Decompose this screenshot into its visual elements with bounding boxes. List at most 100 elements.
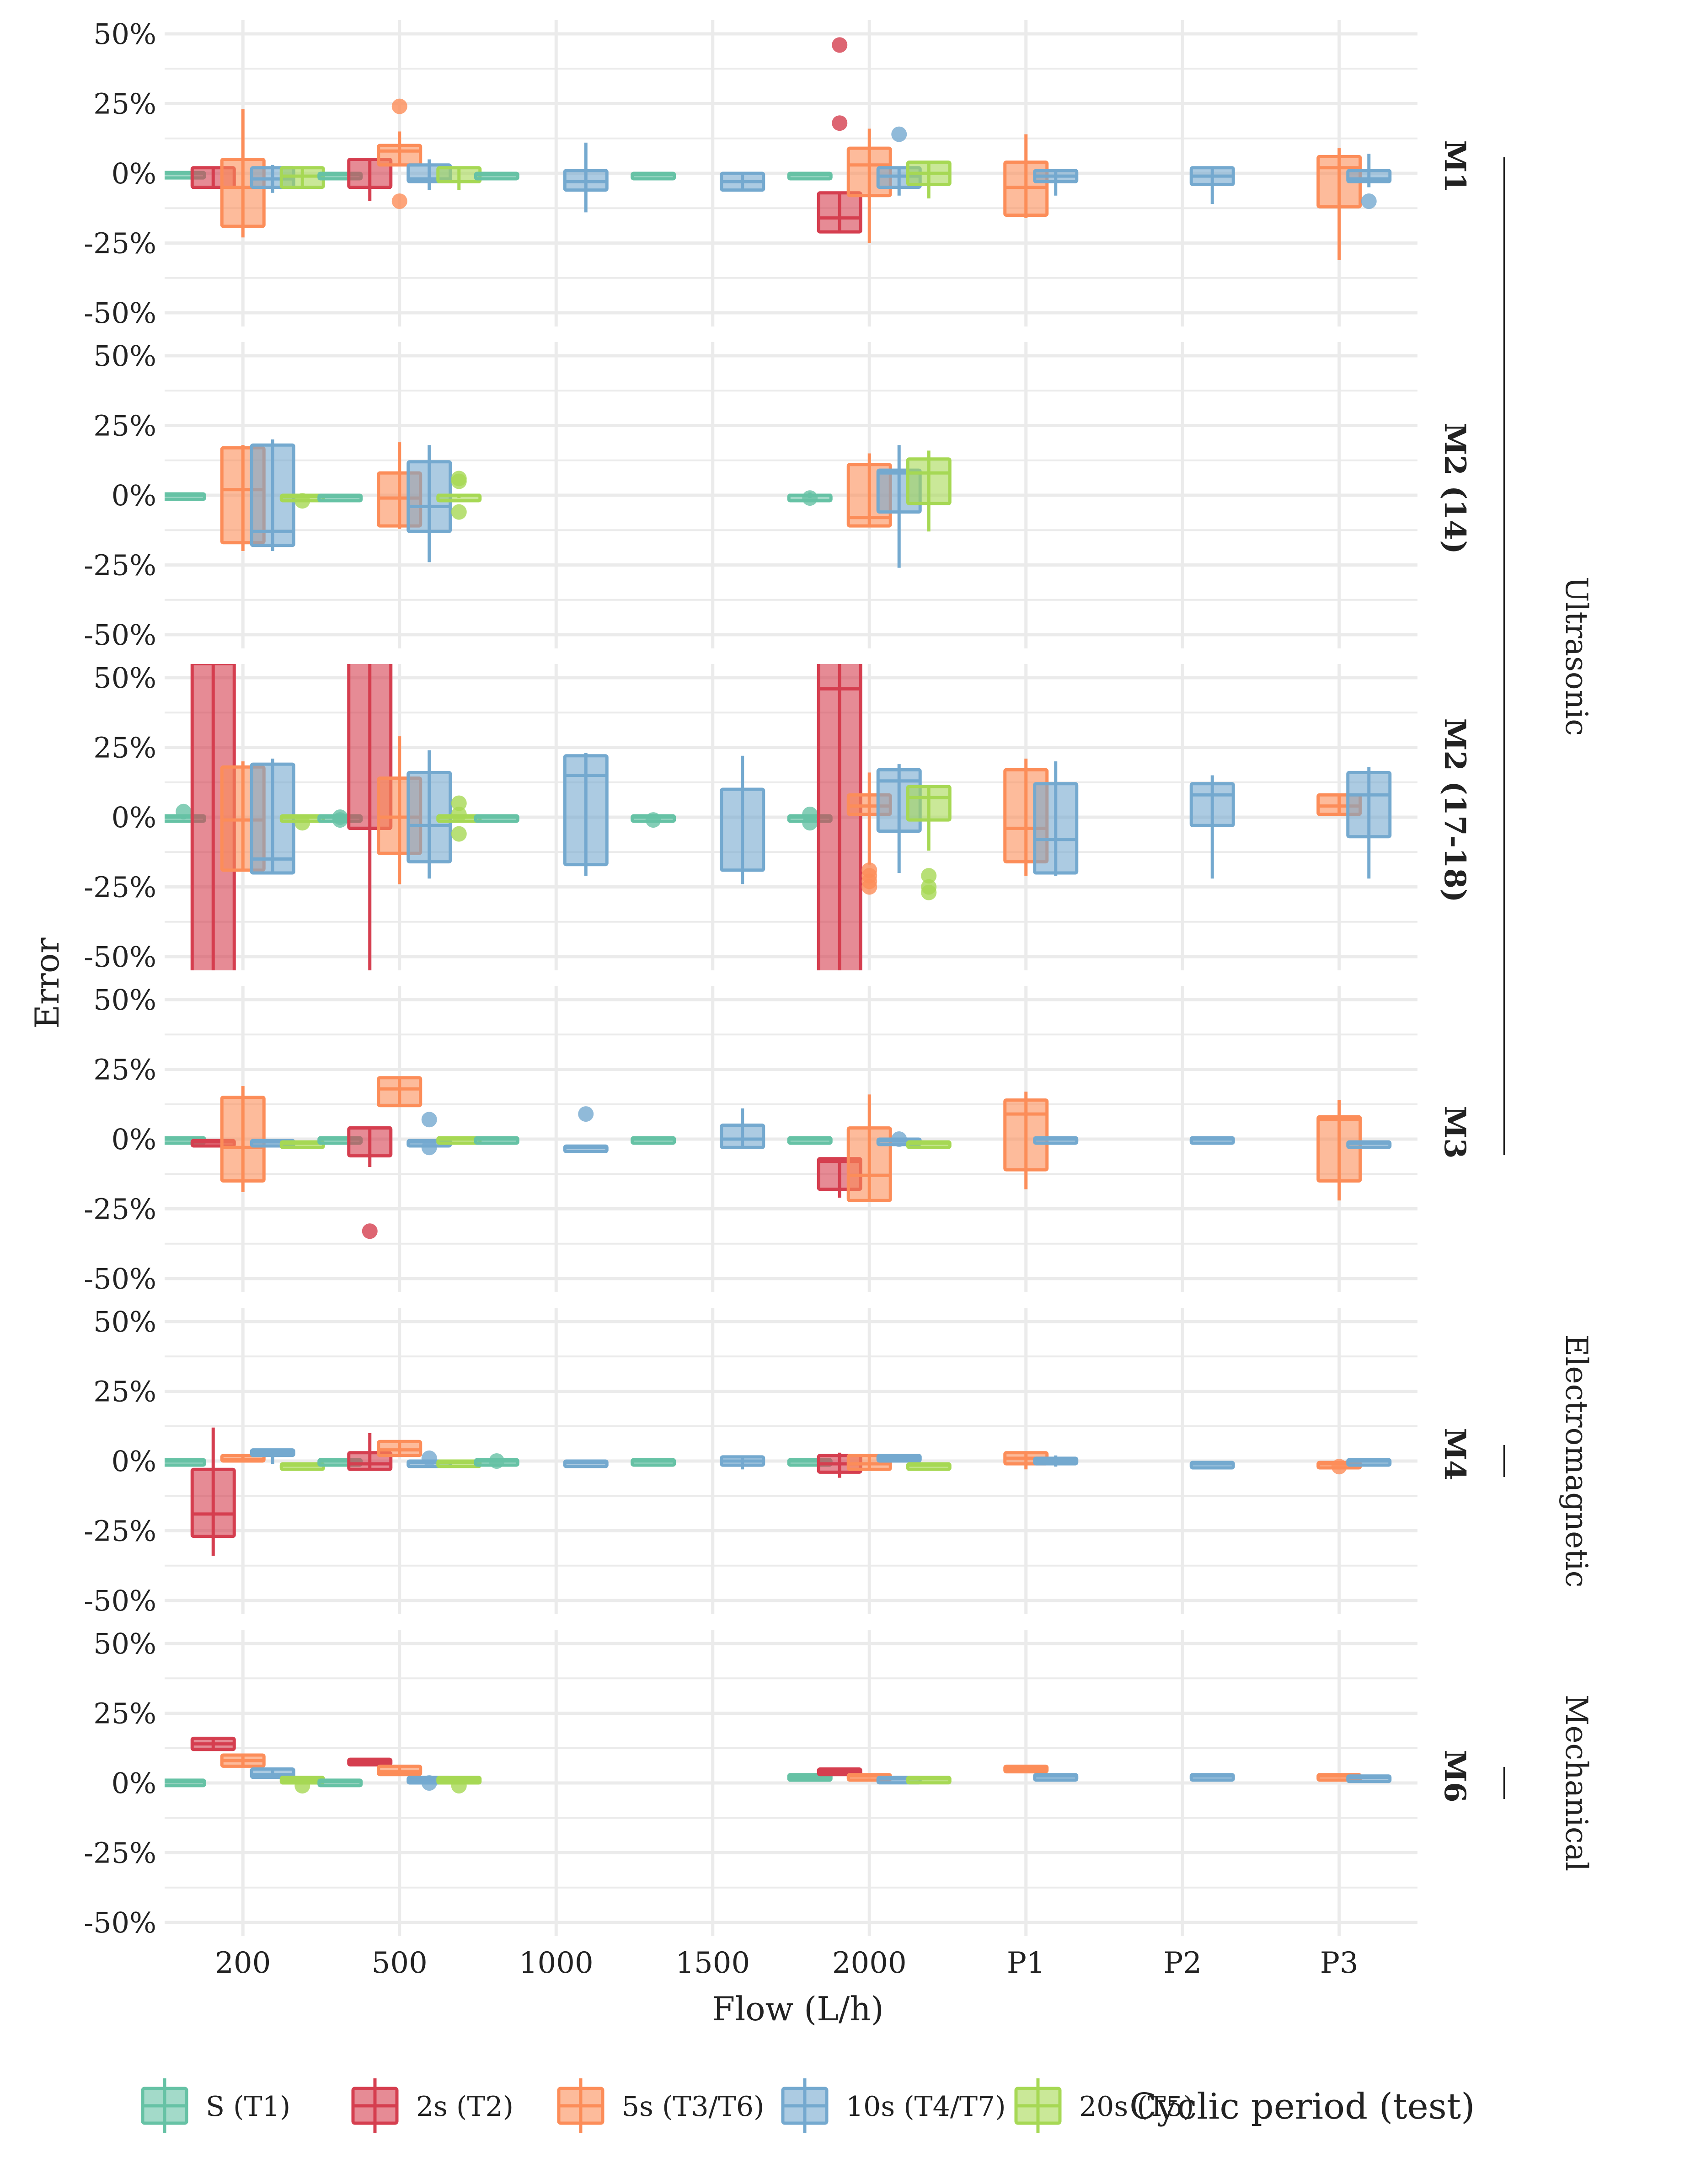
box-10s-500 xyxy=(406,445,452,562)
box-10s-1500 xyxy=(720,171,765,192)
box-20s-2000 xyxy=(906,1140,952,1149)
y-tick-label: 0% xyxy=(112,1123,156,1156)
y-tick-label: -50% xyxy=(84,618,156,652)
y-tick-label: 0% xyxy=(112,1766,156,1800)
x-axis-title: Flow (L/h) xyxy=(712,1990,883,2028)
y-tick-label: -50% xyxy=(84,940,156,974)
outlier-point xyxy=(391,193,407,209)
box-S-1500 xyxy=(631,1136,676,1145)
outlier-point xyxy=(421,1775,437,1791)
y-tick-label: 0% xyxy=(112,479,156,512)
box-20s-2000 xyxy=(906,450,952,532)
legend-label: S (T1) xyxy=(206,2091,290,2123)
box-5s-500 xyxy=(377,1764,422,1777)
box-10s-P1 xyxy=(1033,169,1079,196)
box-S-2000 xyxy=(787,490,833,506)
box-S-1000 xyxy=(474,1136,519,1145)
box-20s-500 xyxy=(436,795,482,842)
box-body xyxy=(563,754,609,867)
box-5s-200 xyxy=(220,1753,266,1768)
box-2s-200 xyxy=(190,1427,236,1556)
box-20s-200 xyxy=(279,1140,325,1149)
outlier-point xyxy=(1361,193,1377,209)
box-10s-P2 xyxy=(1189,1773,1235,1782)
box-2s-200 xyxy=(190,1736,236,1751)
x-tick-label: P3 xyxy=(1320,1946,1358,1980)
box-5s-500 xyxy=(377,98,422,209)
box-5s-200 xyxy=(220,1086,266,1192)
y-tick-label: 50% xyxy=(93,1305,156,1338)
box-body xyxy=(347,1126,393,1158)
box-10s-2000 xyxy=(876,1454,922,1463)
y-tick-label: -25% xyxy=(84,1515,156,1548)
box-5s-P1 xyxy=(1003,1092,1049,1189)
box-S-1500 xyxy=(631,1458,676,1467)
outlier-point xyxy=(802,490,818,506)
legend-item-S: S (T1) xyxy=(141,2078,290,2133)
outlier-point xyxy=(645,812,661,828)
box-10s-P2 xyxy=(1189,1136,1235,1145)
legend-item-20s: 20s (T5) xyxy=(1014,2078,1194,2133)
box-20s-2000 xyxy=(906,161,952,198)
outlier-point xyxy=(891,1131,907,1147)
box-5s-P3 xyxy=(1316,1100,1362,1201)
y-tick-label: 50% xyxy=(93,17,156,51)
box-body xyxy=(1003,1098,1049,1172)
outlier-point xyxy=(421,1450,437,1466)
box-10s-1500 xyxy=(720,755,765,884)
labels-layer: -50% -25% 0% 25% 50% M1 -50% -25% 0% 25% 50% M2 (14… xyxy=(84,17,1594,1980)
group-label: Ultrasonic xyxy=(1559,577,1594,736)
outlier-point xyxy=(578,1106,594,1122)
box-10s-P1 xyxy=(1033,1455,1079,1467)
outlier-point xyxy=(489,1453,505,1469)
panel-marks xyxy=(165,37,1392,260)
y-tick-label: 25% xyxy=(93,87,156,121)
box-10s-P2 xyxy=(1189,775,1235,879)
box-10s-P2 xyxy=(1189,1461,1235,1470)
y-tick-label: -50% xyxy=(84,1906,156,1939)
box-2s-500 xyxy=(347,1126,393,1239)
x-tick-label: 2000 xyxy=(832,1946,907,1980)
box-S-1500 xyxy=(631,812,676,828)
y-tick-label: -25% xyxy=(84,549,156,582)
panel-marks xyxy=(165,664,1392,970)
x-tick-label: P2 xyxy=(1163,1946,1202,1980)
box-body xyxy=(1033,782,1079,875)
box-S-500 xyxy=(317,1778,363,1788)
y-tick-label: 50% xyxy=(93,1627,156,1660)
legend-label: 5s (T3/T6) xyxy=(622,2091,764,2123)
legend-label: 10s (T4/T7) xyxy=(846,2091,1006,2123)
outlier-point xyxy=(176,803,192,819)
group-label: Electromagnetic xyxy=(1559,1334,1594,1587)
legend-label: 2s (T2) xyxy=(416,2091,513,2123)
box-10s-P3 xyxy=(1346,1458,1392,1467)
y-tick-label: 50% xyxy=(93,661,156,695)
box-10s-P2 xyxy=(1189,166,1235,204)
y-tick-label: -25% xyxy=(84,227,156,260)
legend-item-5s: 5s (T3/T6) xyxy=(557,2078,764,2133)
outlier-point xyxy=(451,473,467,489)
box-S-200 xyxy=(165,1458,206,1467)
y-tick-label: 0% xyxy=(112,157,156,190)
panel-marks xyxy=(165,1427,1392,1556)
y-tick-label: 25% xyxy=(93,409,156,443)
panel-marks xyxy=(165,439,952,568)
box-body xyxy=(906,785,952,822)
box-2s-500 xyxy=(347,1757,393,1766)
box-10s-1000 xyxy=(563,1106,609,1153)
box-body xyxy=(1346,771,1392,839)
x-tick-label: 1500 xyxy=(675,1946,750,1980)
y-tick-label: 50% xyxy=(93,339,156,373)
panel-6 xyxy=(165,1630,1417,1936)
box-S-1500 xyxy=(631,171,676,181)
box-body xyxy=(720,1124,765,1149)
outlier-point xyxy=(391,98,407,114)
box-20s-200 xyxy=(279,1776,325,1794)
outlier-point xyxy=(861,879,877,895)
box-20s-200 xyxy=(279,166,325,189)
y-tick-label: -25% xyxy=(84,1836,156,1870)
box-10s-500 xyxy=(406,1112,452,1156)
box-body xyxy=(817,664,862,970)
x-tick-label: 200 xyxy=(215,1946,271,1980)
